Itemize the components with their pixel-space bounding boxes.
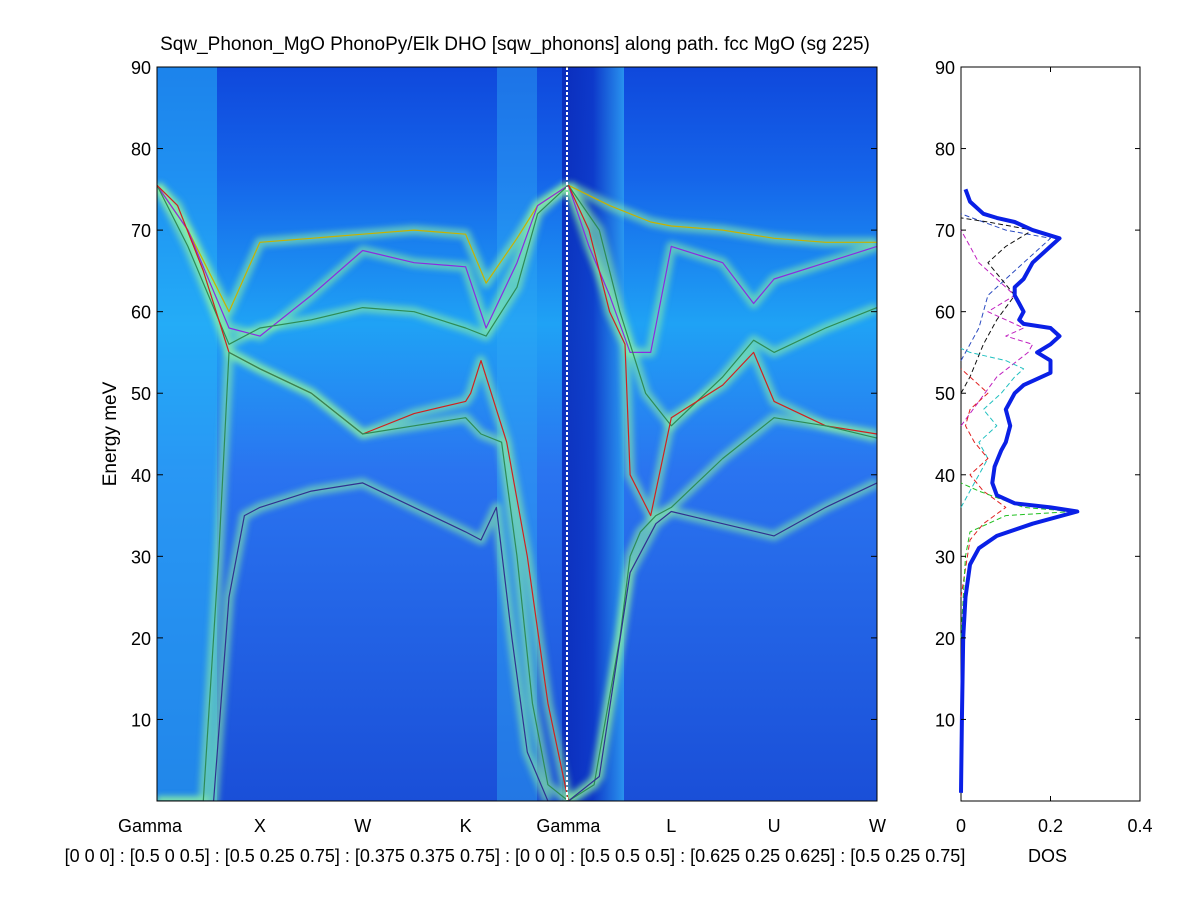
main-x-label: [0 0 0] : [0.5 0 0.5] : [0.5 0.25 0.75] … — [65, 846, 966, 866]
x-tick-label: W — [869, 816, 886, 836]
main-y-label: Energy meV — [100, 381, 121, 486]
y-tick-label: 90 — [131, 58, 151, 78]
main-x-axis: Gamma X W K Gamma L U W — [118, 816, 886, 836]
dispersion-branch-3 — [157, 184, 569, 801]
dos-y-tick-label: 40 — [935, 466, 955, 486]
y-tick-label: 70 — [131, 221, 151, 241]
dos-y-tick-label: 80 — [935, 140, 955, 160]
dispersion-branch-5 — [157, 482, 549, 801]
dispersion-branch-4 — [157, 351, 569, 801]
y-tick-label: 40 — [131, 466, 151, 486]
dos-y-tick-label: 90 — [935, 58, 955, 78]
dos-frame — [960, 66, 1141, 802]
dispersion-branch-2 — [157, 184, 569, 345]
dos-y-tick-label: 70 — [935, 221, 955, 241]
dos-series-line-4 — [960, 368, 1007, 598]
chart-title: Sqw_Phonon_MgO PhonoPy/Elk DHO [sqw_phon… — [160, 34, 870, 55]
dos-x-axis: 0 0.2 0.4 — [956, 67, 1153, 836]
dos-series-line-0 — [960, 213, 1051, 361]
dos-series-line-6 — [959, 188, 1080, 793]
dos-y-tick-label: 10 — [935, 710, 955, 730]
dos-series-line-3 — [960, 347, 1025, 508]
x-tick-label: Gamma — [118, 816, 183, 836]
dos-series-line-5 — [960, 482, 1074, 638]
dispersion-branch-0 — [157, 184, 569, 313]
dos-panel: 10 20 30 40 50 60 70 80 90 0 0.2 0.4 DOS — [935, 58, 1153, 866]
dos-y-tick-label: 20 — [935, 629, 955, 649]
heatmap-frame — [156, 66, 878, 802]
y-tick-label: 50 — [131, 384, 151, 404]
dos-y-tick-label: 30 — [935, 547, 955, 567]
dispersion-branch-9 — [567, 185, 877, 517]
dos-y-axis: 10 20 30 40 50 60 70 80 90 — [935, 58, 1140, 730]
y-tick-label: 80 — [131, 140, 151, 160]
dispersion-branch-1 — [157, 184, 569, 337]
dos-y-tick-label: 50 — [935, 384, 955, 404]
dos-x-label: DOS — [1028, 846, 1067, 866]
y-tick-label: 10 — [131, 710, 151, 730]
x-tick-label: W — [354, 816, 371, 836]
dos-series-line-1 — [960, 217, 1034, 394]
main-y-axis: 10 20 30 40 50 60 70 80 90 — [131, 58, 877, 730]
dos-series-line-2 — [960, 229, 1034, 427]
y-tick-label: 30 — [131, 547, 151, 567]
dos-series — [959, 188, 1080, 793]
dispersion-branches — [157, 184, 877, 801]
y-tick-label: 20 — [131, 629, 151, 649]
heatmap-panel: 10 20 30 40 50 60 70 80 90 Gamma X W K Gamma L U W Ener… — [65, 58, 966, 866]
dispersion-branch-7 — [567, 185, 877, 353]
x-tick-label: U — [768, 816, 781, 836]
dos-y-tick-label: 60 — [935, 303, 955, 323]
dos-x-tick-label: 0.4 — [1127, 816, 1152, 836]
dos-x-tick-label: 0.2 — [1038, 816, 1063, 836]
y-tick-label: 60 — [131, 303, 151, 323]
x-tick-label: K — [460, 816, 472, 836]
dispersion-branch-6 — [568, 184, 877, 243]
x-tick-label: L — [666, 816, 676, 836]
x-tick-label: Gamma — [536, 816, 601, 836]
x-tick-label: X — [254, 816, 266, 836]
dispersion-branch-10 — [568, 417, 877, 801]
dispersion-branch-11 — [568, 482, 877, 801]
dos-x-tick-label: 0 — [956, 816, 966, 836]
